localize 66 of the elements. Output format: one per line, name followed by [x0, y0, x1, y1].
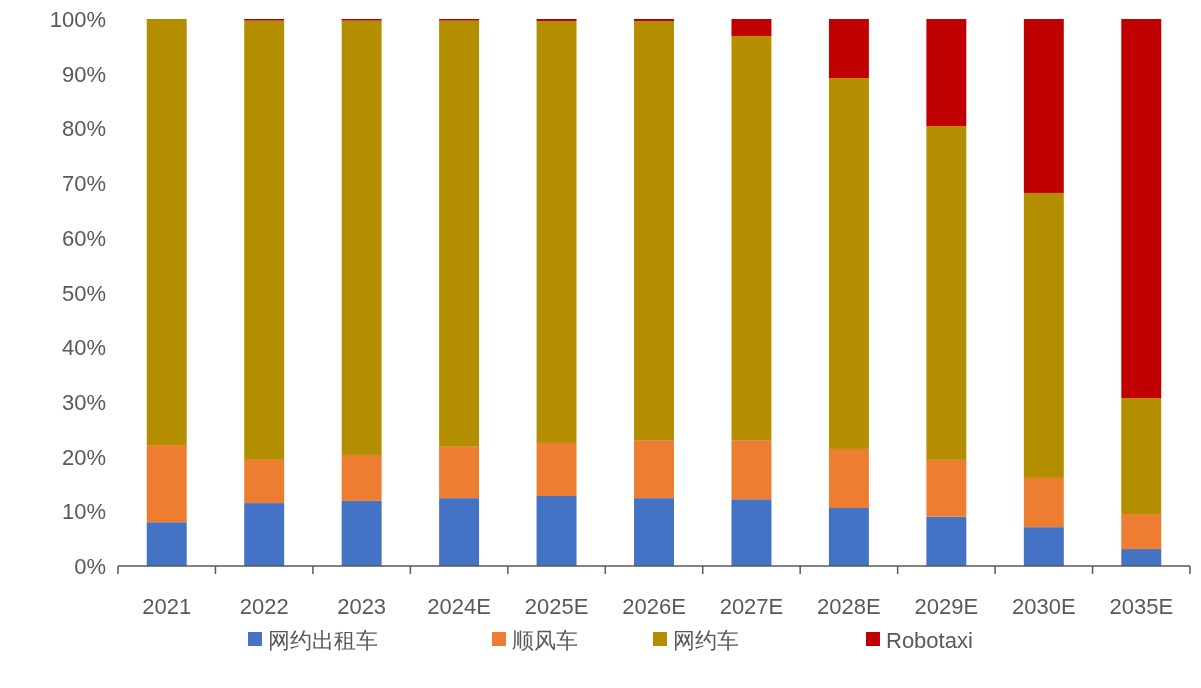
bar: [536, 495, 577, 566]
y-tick-label: 0%: [74, 554, 106, 579]
bar: [1023, 19, 1064, 193]
bar: [439, 498, 480, 566]
x-tick-label: 2028E: [817, 594, 881, 619]
bar: [341, 454, 382, 501]
legend-label: 顺风车: [512, 628, 578, 653]
bar: [634, 498, 674, 566]
y-tick-label: 40%: [61, 335, 106, 361]
bar: [536, 21, 577, 443]
y-tick-label: 20%: [61, 444, 106, 470]
bar: [439, 20, 480, 447]
bar: [536, 19, 577, 22]
bar: [1023, 527, 1064, 566]
bar: [536, 442, 577, 496]
x-tick-label: 2023: [337, 594, 387, 619]
bar: [244, 503, 285, 566]
bar: [1121, 398, 1162, 515]
x-tick-label: 2021: [142, 594, 192, 619]
y-tick-label: 60%: [61, 225, 106, 251]
bar: [146, 19, 187, 446]
y-tick-label: 100%: [49, 7, 106, 32]
x-tick-label: 2024E: [427, 594, 491, 619]
y-tick-label: 80%: [61, 116, 106, 142]
y-tick-label: 50%: [61, 280, 106, 306]
bar: [439, 446, 480, 499]
bar: [828, 78, 869, 449]
bar: [634, 440, 674, 499]
x-tick-label: 2030E: [1012, 594, 1076, 619]
bar: [828, 448, 869, 509]
bar: [146, 522, 187, 566]
bar: [731, 499, 772, 566]
legend-label: 网约出租车: [268, 628, 378, 653]
bar: [634, 21, 674, 441]
bar: [634, 19, 674, 22]
bar: [926, 19, 967, 127]
bar: [828, 508, 869, 566]
y-tick-label: 30%: [61, 389, 106, 415]
x-tick-label: 2029E: [914, 594, 979, 619]
bar: [926, 459, 967, 517]
y-tick-label: 70%: [61, 171, 106, 197]
bar: [1121, 514, 1162, 550]
bar: [731, 35, 772, 441]
bar: [1023, 192, 1064, 478]
bar: [244, 20, 285, 460]
y-tick-label: 90%: [61, 61, 106, 87]
bar: [828, 19, 869, 79]
y-tick-label: 10%: [61, 499, 106, 525]
bar: [926, 126, 967, 460]
x-tick-label: 2027E: [719, 594, 784, 619]
bar: [244, 459, 285, 504]
legend-label: Robotaxi: [886, 628, 973, 653]
legend-label: 网约车: [673, 628, 739, 653]
bar: [341, 20, 382, 455]
bar: [926, 516, 967, 566]
bar: [1023, 477, 1064, 528]
x-tick-label: 2035E: [1109, 594, 1174, 619]
bar: [1121, 19, 1162, 399]
x-tick-label: 2022: [239, 594, 289, 619]
bar: [1121, 549, 1162, 566]
bar: [341, 500, 382, 566]
x-tick-label: 2025E: [524, 594, 589, 619]
x-tick-label: 2026E: [622, 594, 686, 619]
bar: [146, 445, 187, 523]
bar: [731, 440, 772, 500]
bar: [731, 19, 772, 36]
